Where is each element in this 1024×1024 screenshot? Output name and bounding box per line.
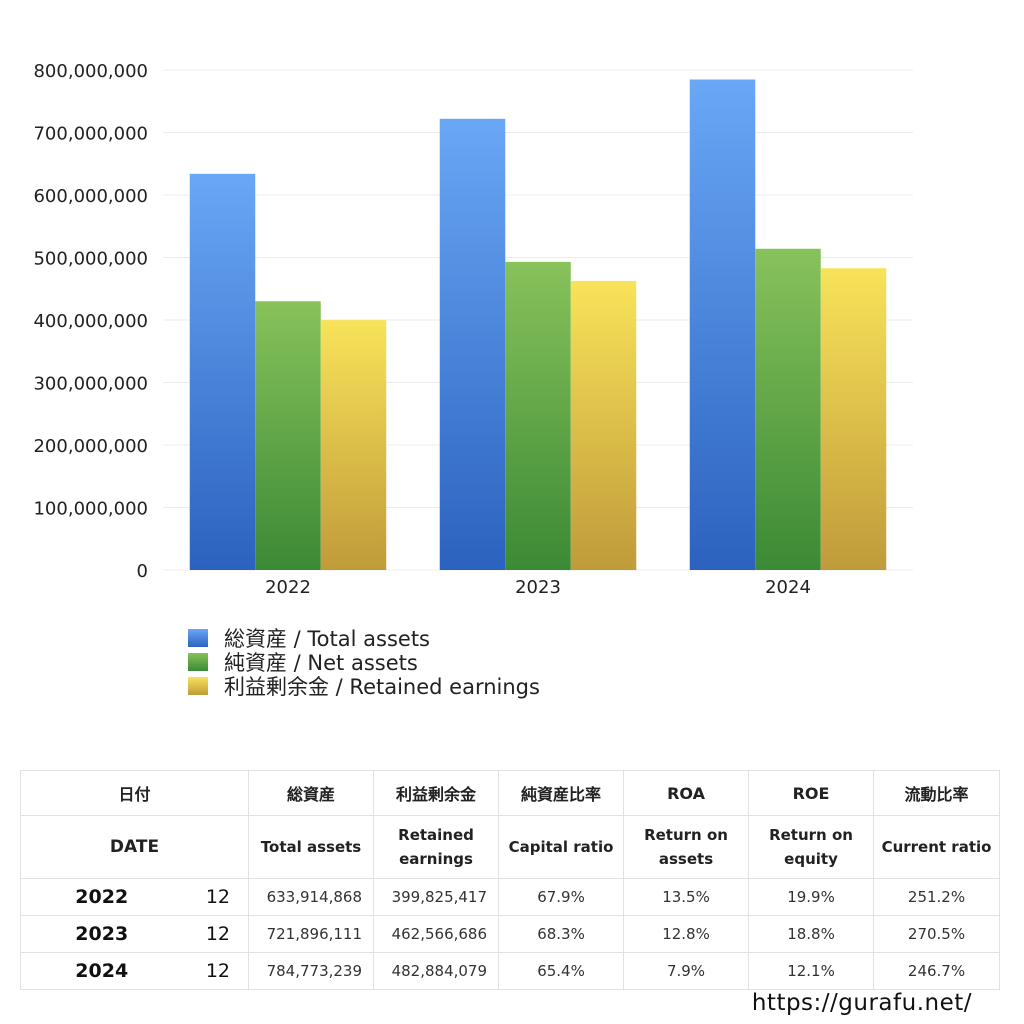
bar-2024-series-2 [820, 268, 887, 570]
row-year: 2022 [20, 878, 183, 916]
bar-2024-series-1 [755, 248, 821, 570]
table-row: 2024 12 784,773,239 482,884,079 65.4% 7.… [20, 952, 1001, 990]
cell-total-assets: 784,773,239 [248, 952, 375, 990]
header-roe-en: Return on equity [748, 815, 875, 879]
legend-label: 純資産 / Net assets [224, 651, 418, 675]
cell-roa: 13.5% [623, 878, 750, 916]
bar-2023-series-1 [505, 261, 571, 570]
row-year: 2024 [20, 952, 183, 990]
header-roa-jp: ROA [623, 770, 750, 816]
legend-item-net-assets: 純資産 / Net assets [188, 650, 540, 675]
header-capital-ratio-jp: 純資産比率 [498, 770, 625, 816]
table-header-row-en: DATE Total assets Retained earnings Capi… [19, 815, 1001, 879]
bar-2023-series-0 [439, 118, 506, 570]
y-tick-label: 300,000,000 [33, 374, 148, 395]
legend-swatch-total-assets [188, 629, 208, 647]
cell-roe: 12.1% [748, 952, 875, 990]
y-tick-label: 0 [137, 561, 148, 582]
site-url[interactable]: https://gurafu.net/ [751, 990, 972, 1016]
cell-current-ratio: 246.7% [873, 952, 1001, 990]
legend-item-retained-earnings: 利益剰余金 / Retained earnings [188, 674, 540, 699]
x-tick-label: 2024 [765, 577, 811, 598]
chart-svg: 0 100,000,000 200,000,000 300,000,000 400,00… [33, 61, 913, 598]
cell-capital-ratio: 68.3% [498, 915, 625, 953]
header-roa-en: Return on assets [623, 815, 750, 879]
table-row: 2023 12 721,896,111 462,566,686 68.3% 12… [20, 915, 1001, 953]
cell-current-ratio: 270.5% [873, 915, 1001, 953]
cell-retained: 399,825,417 [373, 878, 500, 916]
x-tick-label: 2023 [515, 577, 561, 598]
bar-2022-series-0 [189, 173, 256, 570]
bar-2023-series-2 [570, 280, 637, 570]
y-tick-label: 800,000,000 [33, 61, 148, 82]
cell-retained: 482,884,079 [373, 952, 500, 990]
cell-capital-ratio: 67.9% [498, 878, 625, 916]
row-month: 12 [182, 915, 250, 953]
axis-layer: 0 100,000,000 200,000,000 300,000,000 400,00… [33, 61, 810, 598]
bar-2022-series-1 [255, 301, 321, 570]
row-month: 12 [182, 878, 250, 916]
header-date-en: DATE [19, 815, 250, 879]
header-capital-ratio-en: Capital ratio [498, 815, 625, 879]
y-tick-label: 700,000,000 [33, 124, 148, 145]
legend-swatch-retained-earnings [188, 677, 208, 695]
legend-label: 利益剰余金 / Retained earnings [224, 675, 540, 699]
header-retained-jp: 利益剰余金 [373, 770, 500, 816]
y-tick-label: 100,000,000 [33, 499, 148, 520]
legend-swatch-net-assets [188, 653, 208, 671]
y-tick-label: 200,000,000 [33, 436, 148, 457]
cell-roa: 7.9% [623, 952, 750, 990]
table-header-row-jp: 日付 総資産 利益剰余金 純資産比率 ROA ROE 流動比率 [19, 770, 1001, 816]
cell-roa: 12.8% [623, 915, 750, 953]
row-month: 12 [182, 952, 250, 990]
header-current-ratio-jp: 流動比率 [873, 770, 1001, 816]
row-year: 2023 [20, 915, 183, 953]
chart-legend: 総資産 / Total assets 純資産 / Net assets 利益剰余… [188, 626, 540, 699]
bar-2024-series-0 [689, 79, 756, 570]
cell-retained: 462,566,686 [373, 915, 500, 953]
x-tick-label: 2022 [265, 577, 311, 598]
header-total-assets-jp: 総資産 [248, 770, 375, 816]
cell-total-assets: 633,914,868 [248, 878, 375, 916]
legend-item-total-assets: 総資産 / Total assets [188, 626, 540, 651]
legend-label: 総資産 / Total assets [224, 627, 430, 651]
cell-total-assets: 721,896,111 [248, 915, 375, 953]
cell-current-ratio: 251.2% [873, 878, 1001, 916]
bar-chart: 0 100,000,000 200,000,000 300,000,000 400,00… [33, 61, 913, 598]
y-tick-label: 500,000,000 [33, 249, 148, 270]
cell-capital-ratio: 65.4% [498, 952, 625, 990]
header-roe-jp: ROE [748, 770, 875, 816]
y-tick-label: 600,000,000 [33, 186, 148, 207]
bar-layer [189, 79, 887, 570]
cell-roe: 18.8% [748, 915, 875, 953]
y-tick-label: 400,000,000 [33, 311, 148, 332]
cell-roe: 19.9% [748, 878, 875, 916]
bar-2022-series-2 [320, 320, 387, 570]
header-current-ratio-en: Current ratio [873, 815, 1001, 879]
header-total-assets-en: Total assets [248, 815, 375, 879]
financial-table: 日付 総資産 利益剰余金 純資産比率 ROA ROE 流動比率 DATE Tot… [19, 770, 1001, 990]
header-date-jp: 日付 [19, 770, 250, 816]
header-retained-en: Retained earnings [373, 815, 500, 879]
table-row: 2022 12 633,914,868 399,825,417 67.9% 13… [20, 878, 1001, 916]
